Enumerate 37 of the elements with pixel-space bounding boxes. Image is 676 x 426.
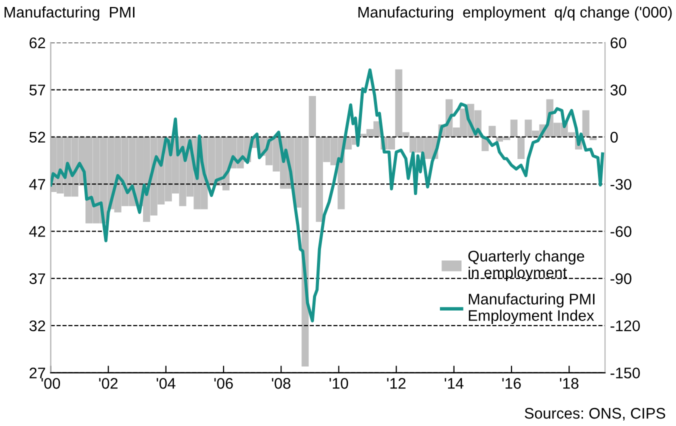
y2-tick-label: -90 (610, 273, 632, 284)
source-note: Sources: ONS, CIPS (524, 408, 666, 421)
line-series (50, 68, 604, 322)
y-tick-label: 52 (29, 132, 46, 143)
x-tick-label: '16 (502, 378, 521, 389)
y2-tick-label: -30 (610, 178, 632, 190)
y2-tick-label: 0 (610, 132, 618, 143)
x-tick-label: '14 (444, 378, 464, 389)
bar (308, 96, 316, 137)
y2-tick-label: -150 (610, 368, 640, 378)
legend-label: Quarterly change in employment (468, 250, 584, 282)
x-tick-label: '02 (99, 378, 118, 389)
y-tick-label: 37 (29, 273, 46, 284)
x-tick-label: '04 (156, 378, 176, 389)
y-axis-title: Manufacturing PMI (4, 6, 134, 21)
y2-tick-label: -60 (610, 226, 632, 237)
x-tick-label: '06 (214, 378, 233, 389)
y-tick-label: 57 (29, 84, 46, 96)
x-tick-label: '18 (560, 378, 578, 389)
y2-tick-label: 60 (610, 37, 626, 48)
y2-tick-label: -120 (610, 320, 640, 332)
y2-tick-label: 30 (610, 84, 626, 96)
x-tick-label: '12 (387, 378, 406, 389)
y-tick-label: 47 (29, 179, 46, 190)
bar (488, 126, 496, 137)
x-tick-label: '00 (42, 378, 60, 389)
y-tick-label: 62 (30, 37, 46, 48)
x-tick-label: '10 (330, 378, 348, 389)
y2-axis-title: Manufacturing employment q/q change ('000) (358, 6, 672, 21)
bar (582, 110, 590, 137)
y-tick-label: 32 (29, 320, 46, 332)
x-tick-label: '08 (272, 378, 290, 389)
y-tick-label: 42 (29, 226, 46, 237)
legend-label: Manufacturing PMI Employment Index (468, 293, 594, 324)
bar (510, 120, 518, 137)
bar (517, 136, 525, 159)
y-tick-label: 27 (30, 368, 46, 378)
